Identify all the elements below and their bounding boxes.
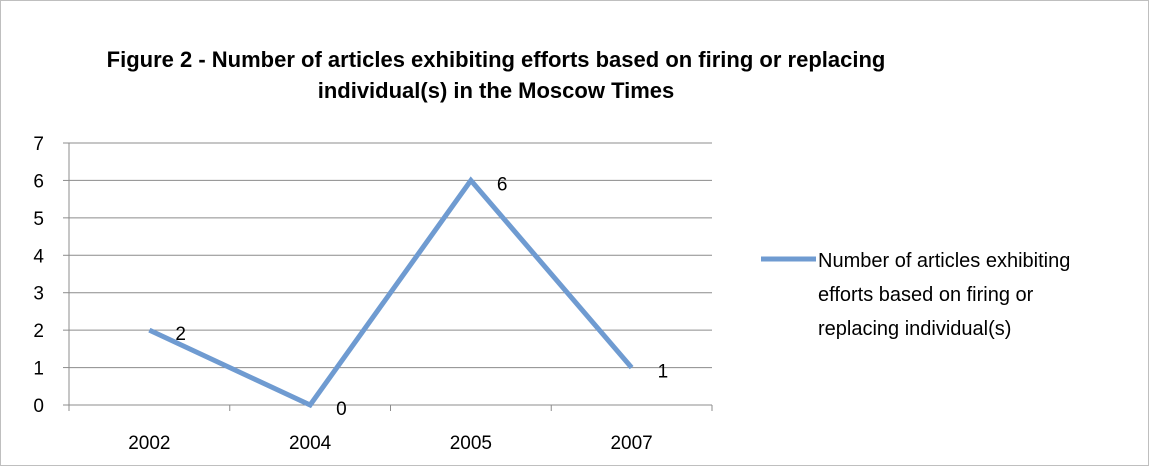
legend-label-line-3: replacing individual(s) (818, 318, 1011, 340)
data-label-2004: 0 (336, 399, 347, 420)
legend: Number of articles exhibiting efforts ba… (761, 250, 1070, 340)
y-tick-label-2: 2 (33, 321, 44, 342)
x-tick-label-2007: 2007 (610, 433, 652, 454)
gridlines (69, 142, 712, 369)
chart-title-line-1: Figure 2 - Number of articles exhibiting… (107, 47, 886, 72)
x-tick-label-2004: 2004 (289, 433, 332, 454)
series-layer (148, 176, 634, 409)
y-tick-label-5: 5 (33, 209, 44, 230)
y-tick-label-0: 0 (33, 396, 44, 417)
data-label-2002: 2 (175, 324, 186, 345)
x-tick-label-2002: 2002 (128, 433, 170, 454)
data-label-2005: 6 (497, 174, 508, 195)
x-tick-label-2005: 2005 (450, 433, 492, 454)
axes: 0 1 2 3 4 5 6 7 2002 2004 2005 2007 (33, 134, 713, 454)
y-tick-label-6: 6 (33, 171, 44, 192)
y-tick-label-7: 7 (33, 134, 44, 155)
series-line-0 (148, 176, 634, 409)
chart-title: Figure 2 - Number of articles exhibiting… (107, 47, 886, 103)
data-label-2007: 1 (658, 362, 669, 383)
legend-label-line-2: efforts based on firing or (818, 284, 1034, 306)
chart-title-line-2: individual(s) in the Moscow Times (318, 78, 675, 103)
y-tick-label-3: 3 (33, 284, 44, 305)
legend-label-line-1: Number of articles exhibiting (818, 250, 1070, 272)
y-tick-label-1: 1 (33, 359, 44, 380)
y-tick-label-4: 4 (33, 246, 44, 267)
